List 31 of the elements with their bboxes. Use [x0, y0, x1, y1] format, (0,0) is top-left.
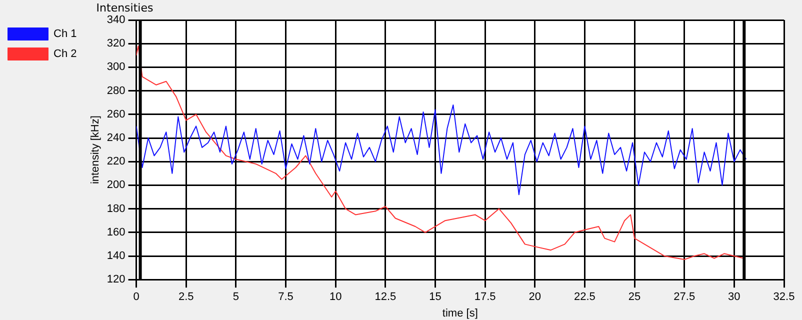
x-tick-label: 12.5 — [374, 291, 396, 304]
y-tick-label: 260 — [106, 108, 126, 120]
x-axis-title: time [s] — [442, 307, 478, 320]
x-tick-label: 22.5 — [574, 291, 596, 304]
chart-title: Intensities — [96, 1, 154, 14]
x-tick-label: 0 — [133, 291, 140, 304]
y-tick-label: 140 — [106, 250, 126, 262]
y-axis-title: intensity [kHz] — [89, 116, 102, 184]
y-tick-label: 240 — [106, 132, 126, 144]
y-tick-label: 160 — [106, 226, 126, 238]
x-tick-label: 30 — [728, 291, 740, 304]
x-tick-label: 5 — [232, 291, 239, 304]
x-tick-label: 10 — [329, 291, 342, 304]
y-tick-label: 280 — [106, 84, 126, 97]
x-tick-label: 32.5 — [773, 291, 795, 304]
y-tick-label: 320 — [106, 38, 126, 50]
y-tick-label: 120 — [106, 274, 126, 286]
y-tick-label: 340 — [106, 14, 126, 26]
legend-label: Ch 2 — [54, 48, 77, 60]
x-tick-label: 27.5 — [674, 291, 696, 304]
x-tick-label: 17.5 — [474, 291, 496, 304]
x-tick-label: 7.5 — [278, 291, 294, 304]
x-tick-label: 15 — [429, 291, 442, 304]
y-tick-label: 200 — [106, 179, 126, 192]
x-tick-label: 20 — [528, 291, 542, 304]
legend-label: Ch 1 — [54, 28, 77, 40]
y-tick-label: 300 — [106, 61, 126, 74]
x-tick-label: 25 — [628, 291, 641, 304]
y-tick-label: 180 — [106, 202, 126, 215]
y-tick-label: 220 — [106, 156, 126, 168]
x-tick-label: 2.5 — [178, 291, 194, 304]
